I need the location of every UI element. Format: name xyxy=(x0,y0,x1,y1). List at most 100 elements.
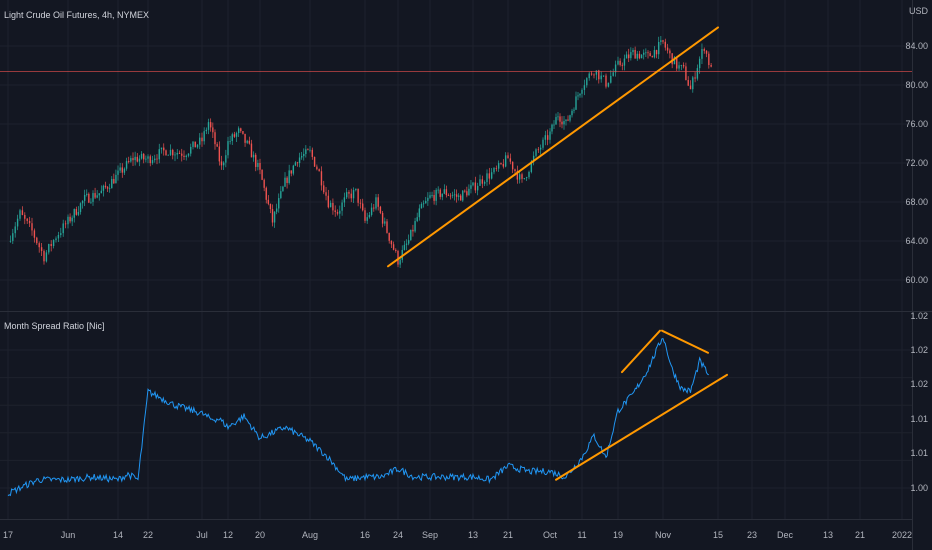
candle xyxy=(412,224,414,237)
time-tick-label: 21 xyxy=(855,530,865,540)
candle xyxy=(593,73,595,79)
candle xyxy=(429,191,431,200)
candle xyxy=(447,193,450,197)
candle xyxy=(563,116,565,130)
candle xyxy=(579,93,581,98)
price-tick-label: 64.00 xyxy=(905,236,928,246)
candle xyxy=(468,184,470,196)
indicator-trendlines[interactable] xyxy=(555,329,728,481)
candle xyxy=(405,239,408,251)
candle xyxy=(282,185,284,192)
candle xyxy=(523,177,526,180)
candle xyxy=(528,170,530,180)
candle xyxy=(147,154,149,164)
candle xyxy=(212,122,214,139)
candle xyxy=(325,186,327,201)
candle xyxy=(422,200,425,208)
candle xyxy=(703,47,705,54)
candle xyxy=(36,236,38,245)
candle xyxy=(490,168,493,180)
indicator-trendline[interactable] xyxy=(555,373,728,481)
candle xyxy=(511,161,514,174)
candle xyxy=(617,56,619,66)
candle xyxy=(636,50,638,61)
candle xyxy=(551,123,553,135)
candle xyxy=(26,218,28,224)
time-tick-label: 11 xyxy=(577,530,586,540)
time-tick-label: 2022 xyxy=(892,530,912,540)
candle xyxy=(687,76,689,87)
candle xyxy=(136,153,138,163)
candle xyxy=(64,220,67,229)
time-tick-label: 20 xyxy=(255,530,265,540)
candle xyxy=(557,111,559,121)
time-tick-label: 12 xyxy=(223,530,233,540)
candle xyxy=(242,131,244,135)
candle xyxy=(516,165,519,184)
candle xyxy=(602,75,605,78)
price-tick-label: 68.00 xyxy=(905,197,928,207)
indicator-trendline[interactable] xyxy=(621,329,661,374)
candle xyxy=(569,114,571,123)
candle xyxy=(416,212,418,223)
candle xyxy=(449,193,452,200)
time-axis[interactable]: 17 Jun 14 22 Jul 12 20 Aug 16 24 Sep 13 21 Oct 11 19 Nov… xyxy=(3,530,912,540)
time-tick-label: 19 xyxy=(613,530,623,540)
candle xyxy=(441,193,443,201)
candle xyxy=(431,191,433,198)
candle xyxy=(19,208,21,221)
candle xyxy=(565,119,567,126)
price-tick-label: 84.00 xyxy=(905,41,928,51)
candle xyxy=(273,211,276,228)
candle xyxy=(48,243,50,255)
candle xyxy=(28,216,31,227)
candle xyxy=(407,234,410,246)
candle xyxy=(649,50,651,57)
candle xyxy=(435,188,437,206)
candle xyxy=(113,173,115,185)
candle xyxy=(209,118,212,132)
candle xyxy=(705,50,708,58)
candle xyxy=(553,120,555,130)
candle xyxy=(231,132,233,146)
candle xyxy=(518,170,521,184)
candle xyxy=(348,190,350,199)
candle xyxy=(199,133,201,150)
candle xyxy=(138,155,141,167)
candle xyxy=(132,152,134,166)
candle xyxy=(595,70,598,81)
candle xyxy=(194,141,196,148)
price-tick-label: 76.00 xyxy=(905,119,928,129)
candle xyxy=(255,152,257,172)
indicator-axis[interactable]: 1.02 1.02 1.02 1.01 1.01 1.00 xyxy=(910,311,928,493)
trendline[interactable] xyxy=(387,26,719,268)
candle xyxy=(682,62,685,69)
candle xyxy=(655,49,658,59)
candle xyxy=(320,166,323,191)
candle xyxy=(479,174,481,186)
candle xyxy=(94,187,96,199)
candle xyxy=(680,64,683,71)
candle xyxy=(73,208,75,223)
candle xyxy=(311,147,313,160)
candle xyxy=(451,191,454,199)
candle xyxy=(154,154,156,163)
candle xyxy=(269,203,272,214)
indicator-trendline[interactable] xyxy=(661,329,709,354)
price-axis[interactable]: 84.00 80.00 76.00 72.00 68.00 64.00 60.00 xyxy=(905,41,928,285)
candle xyxy=(313,156,316,168)
candle xyxy=(373,204,375,212)
candle xyxy=(466,186,468,198)
candle xyxy=(183,150,185,160)
time-tick-label: Nov xyxy=(655,530,672,540)
candle xyxy=(362,198,364,212)
price-trendlines[interactable] xyxy=(387,26,719,268)
candle xyxy=(151,155,154,165)
candle xyxy=(100,185,103,194)
candle xyxy=(55,236,57,243)
candle xyxy=(437,186,439,194)
indicator-pane-title: Month Spread Ratio [Nic] xyxy=(4,321,105,331)
candle xyxy=(288,164,290,185)
